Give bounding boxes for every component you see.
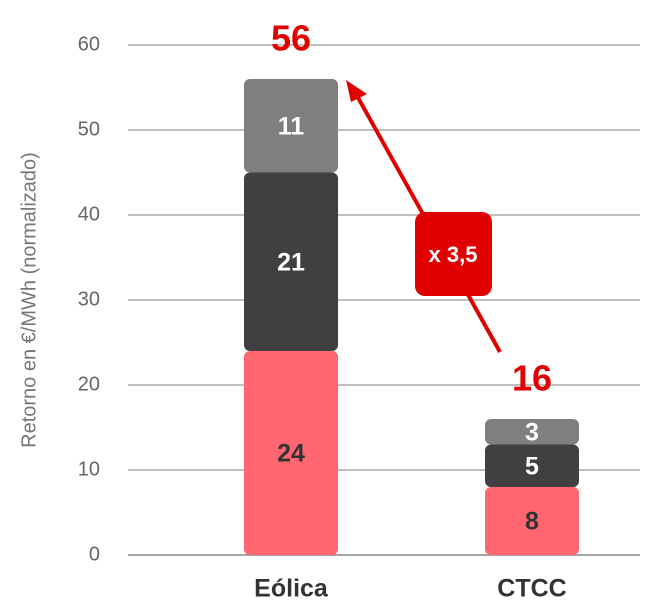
y-tick-label: 40 [78,203,100,225]
data-label: 5 [525,452,539,480]
ratio-label: x 3,5 [429,242,478,267]
data-label: 3 [525,418,539,446]
total-label: 56 [271,18,311,59]
bar-segment [485,487,579,555]
data-label: 24 [277,440,305,468]
x-tick-label: Eólica [254,575,329,603]
bar-segment [485,419,579,445]
bar-segment [244,79,338,173]
bar-segment [244,351,338,555]
arrow-head [346,80,367,102]
data-label: 11 [278,112,305,140]
data-label: 21 [277,248,305,276]
bar-segment [485,444,579,487]
y-tick-label: 60 [78,33,100,55]
y-axis-label: Retorno en €/MWh (normalizado) [18,152,40,448]
y-tick-label: 50 [78,118,100,140]
y-tick-label: 20 [78,373,100,395]
total-label: 16 [512,358,552,399]
y-tick-label: 0 [89,543,100,565]
data-label: 8 [525,508,539,536]
bar-segment [244,172,338,351]
y-tick-label: 30 [78,288,100,310]
ratio-box [415,212,492,296]
x-tick-label: CTCC [497,575,566,603]
y-tick-label: 10 [78,458,100,480]
